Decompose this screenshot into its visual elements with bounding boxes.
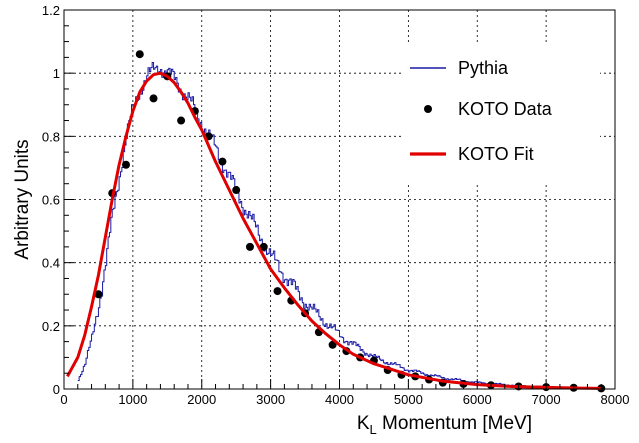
x-tick-label-4: 4000 (325, 392, 354, 407)
koto-data-point (232, 186, 241, 195)
x-tick-label-6: 6000 (463, 392, 492, 407)
legend-koto-data-label: KOTO Data (458, 99, 553, 119)
y-tick-label-2: 0.4 (42, 256, 60, 271)
axis-ticks: 0 1000 2000 3000 4000 5000 6000 7000 8000 0 0.2 0.4… (42, 3, 630, 407)
x-tick-label-8: 8000 (601, 392, 630, 407)
legend-box (404, 42, 600, 184)
x-tick-label-1: 1000 (118, 392, 147, 407)
x-tick-label-2: 2000 (187, 392, 216, 407)
x-axis-title: KL Momentum [MeV] (357, 413, 532, 437)
y-tick-label-6: 1.2 (42, 3, 60, 18)
koto-data-point (94, 290, 103, 299)
x-axis-title-sub: L (370, 422, 377, 437)
koto-data-point (273, 287, 282, 296)
legend-koto-fit-label: KOTO Fit (458, 144, 534, 164)
legend: Pythia KOTO Data KOTO Fit (404, 42, 600, 184)
series-koto-fit-line (66, 71, 602, 390)
koto-data-point (177, 116, 186, 125)
koto-data-point (135, 50, 144, 59)
koto-data-point (149, 94, 158, 103)
x-tick-label-7: 7000 (532, 392, 561, 407)
series-2 (66, 71, 602, 390)
legend-koto-data-swatch (424, 105, 432, 113)
koto-data-point (245, 242, 254, 251)
y-tick-label-4: 0.8 (42, 129, 60, 144)
koto-data-point (121, 160, 130, 169)
x-axis-title-main: K (357, 413, 370, 434)
y-axis-title: Arbitrary Units (12, 139, 33, 259)
x-tick-label-5: 5000 (394, 392, 423, 407)
y-tick-label-1: 0.2 (42, 319, 60, 334)
legend-pythia-label: Pythia (458, 58, 509, 78)
x-axis-title-rest: Momentum [MeV] (377, 413, 532, 434)
koto-data-point (259, 242, 268, 251)
y-tick-label-3: 0.6 (42, 193, 60, 208)
y-tick-label-5: 1 (53, 66, 60, 81)
x-tick-label-0: 0 (60, 392, 67, 407)
koto-data-point (218, 157, 227, 166)
y-tick-label-0: 0 (53, 382, 60, 397)
series-layer (66, 50, 606, 393)
x-tick-label-3: 3000 (256, 392, 285, 407)
